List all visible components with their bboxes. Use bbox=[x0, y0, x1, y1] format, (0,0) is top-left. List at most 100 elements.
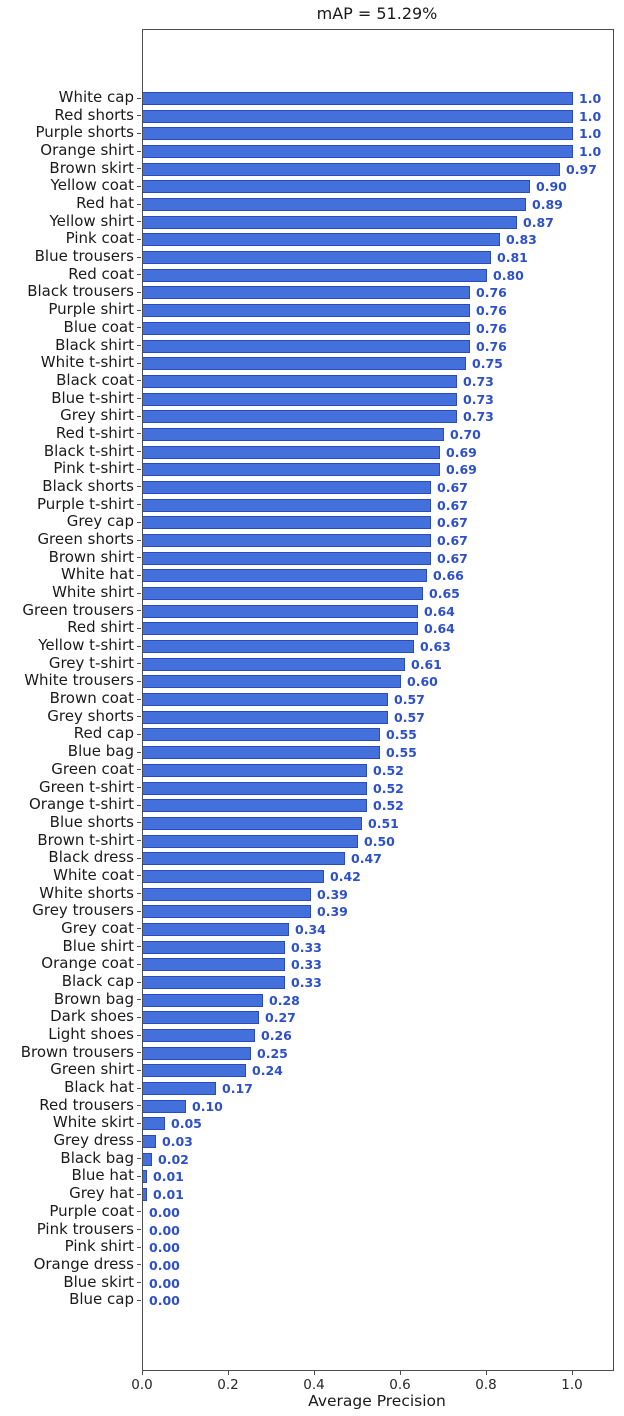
bar bbox=[143, 799, 367, 812]
category-label: Brown coat bbox=[49, 689, 134, 707]
value-label: 0.75 bbox=[472, 356, 503, 371]
y-tick-mark bbox=[137, 928, 141, 929]
x-tick-mark bbox=[314, 1371, 315, 1375]
y-tick-mark bbox=[137, 433, 141, 434]
value-label: 0.42 bbox=[330, 869, 361, 884]
bar bbox=[143, 622, 418, 635]
x-tick-mark bbox=[486, 1371, 487, 1375]
y-tick-mark bbox=[137, 999, 141, 1000]
category-label: Grey coat bbox=[61, 919, 134, 937]
value-label: 0.97 bbox=[566, 162, 597, 177]
y-tick-mark bbox=[137, 1247, 141, 1248]
category-label: Blue bag bbox=[67, 742, 134, 760]
value-label: 0.67 bbox=[437, 480, 468, 495]
value-label: 0.00 bbox=[149, 1293, 180, 1308]
value-label: 0.67 bbox=[437, 498, 468, 513]
category-label: Grey cap bbox=[66, 512, 134, 530]
category-label: Purple t-shirt bbox=[37, 495, 134, 513]
bar bbox=[143, 251, 491, 264]
category-label: Red t-shirt bbox=[55, 424, 134, 442]
bar bbox=[143, 127, 573, 140]
y-tick-mark bbox=[137, 398, 141, 399]
bar bbox=[143, 1029, 255, 1042]
category-label: Orange shirt bbox=[40, 141, 134, 159]
bar bbox=[143, 446, 440, 459]
category-label: Red shirt bbox=[67, 618, 134, 636]
value-label: 0.64 bbox=[424, 604, 455, 619]
bar bbox=[143, 357, 466, 370]
category-label: Green t-shirt bbox=[38, 778, 134, 796]
y-tick-mark bbox=[137, 257, 141, 258]
bar bbox=[143, 1135, 156, 1148]
value-label: 0.24 bbox=[252, 1063, 283, 1078]
value-label: 0.83 bbox=[506, 232, 537, 247]
category-label: White cap bbox=[58, 88, 134, 106]
y-tick-mark bbox=[137, 292, 141, 293]
y-tick-mark bbox=[137, 699, 141, 700]
bar bbox=[143, 110, 573, 123]
bar bbox=[143, 728, 380, 741]
bar bbox=[143, 746, 380, 759]
category-label: Blue trousers bbox=[34, 247, 134, 265]
y-tick-mark bbox=[137, 946, 141, 947]
category-label: Blue t-shirt bbox=[51, 389, 134, 407]
y-tick-mark bbox=[137, 1229, 141, 1230]
bar bbox=[143, 375, 457, 388]
y-tick-mark bbox=[137, 115, 141, 116]
bar bbox=[143, 428, 444, 441]
x-tick-mark bbox=[572, 1371, 573, 1375]
y-tick-mark bbox=[137, 168, 141, 169]
value-label: 0.60 bbox=[407, 674, 438, 689]
bar bbox=[143, 852, 345, 865]
value-label: 0.17 bbox=[222, 1081, 253, 1096]
y-tick-mark bbox=[137, 1035, 141, 1036]
value-label: 0.76 bbox=[476, 321, 507, 336]
y-tick-mark bbox=[137, 964, 141, 965]
category-label: Black t-shirt bbox=[43, 442, 134, 460]
value-label: 0.01 bbox=[153, 1169, 184, 1184]
y-tick-mark bbox=[137, 822, 141, 823]
value-label: 0.00 bbox=[149, 1240, 180, 1255]
x-tick-label: 0.0 bbox=[131, 1377, 153, 1393]
value-label: 0.01 bbox=[153, 1187, 184, 1202]
value-label: 0.33 bbox=[291, 957, 322, 972]
bar bbox=[143, 888, 311, 901]
bar bbox=[143, 463, 440, 476]
bar bbox=[143, 322, 470, 335]
category-label: Green shorts bbox=[37, 530, 134, 548]
value-label: 0.52 bbox=[373, 781, 404, 796]
bar bbox=[143, 1153, 152, 1166]
plot-area: 1.0 1.0 1.0 1.0 0.97 0.90 0.89 0.87 0.83 0.81 0.80… bbox=[142, 29, 614, 1371]
value-label: 0.00 bbox=[149, 1223, 180, 1238]
category-label: Red coat bbox=[68, 265, 134, 283]
category-label: White shorts bbox=[39, 884, 134, 902]
bar bbox=[143, 870, 324, 883]
bar bbox=[143, 958, 285, 971]
bar bbox=[143, 92, 573, 105]
value-label: 0.55 bbox=[386, 745, 417, 760]
category-label: Black hat bbox=[64, 1078, 134, 1096]
bar bbox=[143, 640, 414, 653]
category-label: Black bag bbox=[60, 1149, 134, 1167]
y-tick-mark bbox=[137, 858, 141, 859]
bar bbox=[143, 835, 358, 848]
category-label: Purple coat bbox=[49, 1202, 134, 1220]
value-label: 0.76 bbox=[476, 303, 507, 318]
value-label: 0.65 bbox=[429, 586, 460, 601]
bar bbox=[143, 163, 560, 176]
x-tick-label: 1.0 bbox=[561, 1377, 583, 1393]
category-label: Black shorts bbox=[42, 477, 134, 495]
y-tick-mark bbox=[137, 575, 141, 576]
value-label: 0.55 bbox=[386, 727, 417, 742]
y-tick-mark bbox=[137, 363, 141, 364]
bar bbox=[143, 1100, 186, 1113]
bar bbox=[143, 1011, 259, 1024]
value-label: 0.00 bbox=[149, 1276, 180, 1291]
category-label: Brown t-shirt bbox=[37, 831, 134, 849]
bar bbox=[143, 764, 367, 777]
y-tick-mark bbox=[137, 734, 141, 735]
value-label: 0.51 bbox=[368, 816, 399, 831]
value-label: 0.28 bbox=[269, 993, 300, 1008]
bar bbox=[143, 216, 517, 229]
y-tick-mark bbox=[137, 1123, 141, 1124]
